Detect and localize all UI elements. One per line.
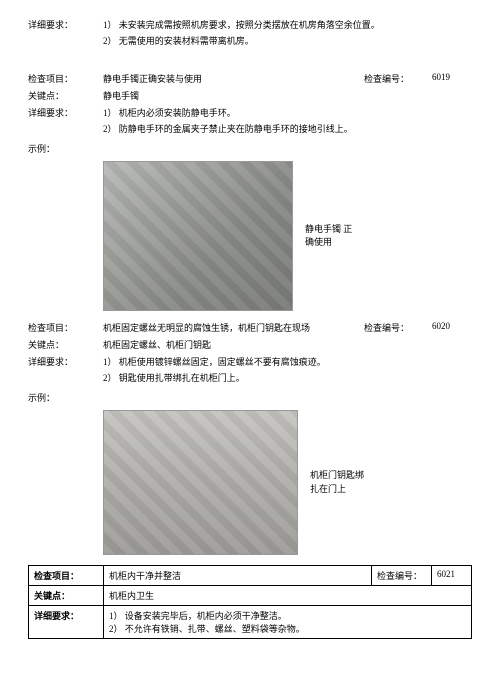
s2-detail-label: 详细要求：	[28, 355, 103, 387]
s3-r1c1: 检查项目：	[29, 566, 104, 586]
s1-key: 静电手镯	[103, 89, 472, 102]
s1-image	[103, 161, 293, 311]
s3-r1c3: 检查编号：	[372, 566, 432, 586]
s1-project-label: 检查项目：	[28, 72, 103, 85]
s3-r3-line1: 1） 设备安装完毕后，机柜内必须干净整洁。	[109, 609, 466, 622]
s2-example-label: 示例：	[28, 391, 103, 404]
s1-num: 6019	[432, 72, 472, 85]
s3-r2c1: 关键点：	[29, 586, 104, 606]
top-requirement-row: 详细要求： 1） 未安装完成需按照机房要求，按照分类摆放在机房角落空余位置。 2…	[28, 18, 472, 50]
s2-key-label: 关键点：	[28, 338, 103, 351]
s2-project: 机柜固定螺丝无明显的腐蚀生锈，机柜门钥匙在现场	[103, 321, 364, 334]
s3-r1c2: 机柜内干净并整洁	[104, 566, 372, 586]
s2-project-row: 检查项目： 机柜固定螺丝无明显的腐蚀生锈，机柜门钥匙在现场 检查编号： 6020	[28, 321, 472, 334]
s2-callout: 机柜门钥匙绑扎在门上	[310, 469, 365, 496]
s3-r1c4: 6021	[432, 566, 472, 586]
s2-detail-2: 2） 钥匙使用扎带绑扎在机柜门上。	[103, 371, 472, 384]
s2-detail-1: 1） 机柜使用镀锌螺丝固定，固定螺丝不要有腐蚀痕迹。	[103, 355, 472, 368]
s3-r3c1: 详细要求：	[29, 606, 104, 639]
s2-image-row: 机柜门钥匙绑扎在门上	[103, 410, 472, 555]
s2-num: 6020	[432, 321, 472, 334]
s3-r2c2: 机柜内卫生	[104, 586, 472, 606]
s3-row-2: 关键点： 机柜内卫生	[29, 586, 472, 606]
s2-example-row: 示例：	[28, 391, 472, 404]
s1-key-label: 关键点：	[28, 89, 103, 102]
s2-detail-row: 详细要求： 1） 机柜使用镀锌螺丝固定，固定螺丝不要有腐蚀痕迹。 2） 钥匙使用…	[28, 355, 472, 387]
s1-callout: 静电手镯 正确使用	[305, 223, 360, 250]
s2-detail-content: 1） 机柜使用镀锌螺丝固定，固定螺丝不要有腐蚀痕迹。 2） 钥匙使用扎带绑扎在机…	[103, 355, 472, 387]
s3-row-3: 详细要求： 1） 设备安装完毕后，机柜内必须干净整洁。 2） 不允许有铁销、扎带…	[29, 606, 472, 639]
s1-key-row: 关键点： 静电手镯	[28, 89, 472, 102]
s1-project: 静电手镯正确安装与使用	[103, 72, 364, 85]
s1-example-label: 示例：	[28, 142, 103, 155]
s1-image-row: 静电手镯 正确使用	[103, 161, 472, 311]
s2-key-row: 关键点： 机柜固定螺丝、机柜门钥匙	[28, 338, 472, 351]
s2-key: 机柜固定螺丝、机柜门钥匙	[103, 338, 472, 351]
top-item-1: 1） 未安装完成需按照机房要求，按照分类摆放在机房角落空余位置。	[103, 18, 472, 31]
s2-image	[103, 410, 298, 555]
s2-project-label: 检查项目：	[28, 321, 103, 334]
top-content: 1） 未安装完成需按照机房要求，按照分类摆放在机房角落空余位置。 2） 无需使用…	[103, 18, 472, 50]
s1-num-label: 检查编号：	[364, 72, 432, 85]
s1-detail-2: 2） 防静电手环的金属夹子禁止夹在防静电手环的接地引线上。	[103, 122, 472, 135]
s1-detail-1: 1） 机柜内必须安装防静电手环。	[103, 106, 472, 119]
s1-project-row: 检查项目： 静电手镯正确安装与使用 检查编号： 6019	[28, 72, 472, 85]
s3-r3c2: 1） 设备安装完毕后，机柜内必须干净整洁。 2） 不允许有铁销、扎带、螺丝、塑料…	[104, 606, 472, 639]
s1-detail-content: 1） 机柜内必须安装防静电手环。 2） 防静电手环的金属夹子禁止夹在防静电手环的…	[103, 106, 472, 138]
top-item-2: 2） 无需使用的安装材料需带离机房。	[103, 34, 472, 47]
top-label: 详细要求：	[28, 18, 103, 50]
s3-r3-line2: 2） 不允许有铁销、扎带、螺丝、塑料袋等杂物。	[109, 622, 466, 635]
s3-table: 检查项目： 机柜内干净并整洁 检查编号： 6021 关键点： 机柜内卫生 详细要…	[28, 565, 472, 639]
s1-example-row: 示例：	[28, 142, 472, 155]
s3-row-1: 检查项目： 机柜内干净并整洁 检查编号： 6021	[29, 566, 472, 586]
s1-detail-row: 详细要求： 1） 机柜内必须安装防静电手环。 2） 防静电手环的金属夹子禁止夹在…	[28, 106, 472, 138]
s2-num-label: 检查编号：	[364, 321, 432, 334]
s1-detail-label: 详细要求：	[28, 106, 103, 138]
